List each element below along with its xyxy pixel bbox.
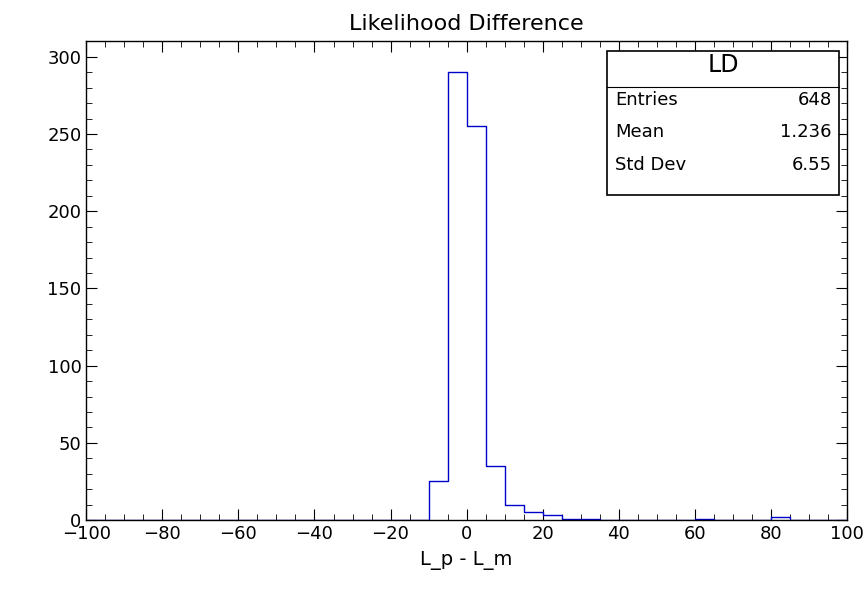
X-axis label: L_p - L_m: L_p - L_m (421, 551, 512, 570)
Text: LD: LD (708, 53, 739, 77)
Text: 1.236: 1.236 (780, 124, 831, 141)
Text: Mean: Mean (615, 124, 664, 141)
Text: 648: 648 (797, 90, 831, 109)
Title: Likelihood Difference: Likelihood Difference (349, 14, 584, 34)
Bar (607, 51, 839, 194)
Text: 6.55: 6.55 (791, 156, 831, 174)
Text: Std Dev: Std Dev (615, 156, 686, 174)
Text: Entries: Entries (615, 90, 677, 109)
